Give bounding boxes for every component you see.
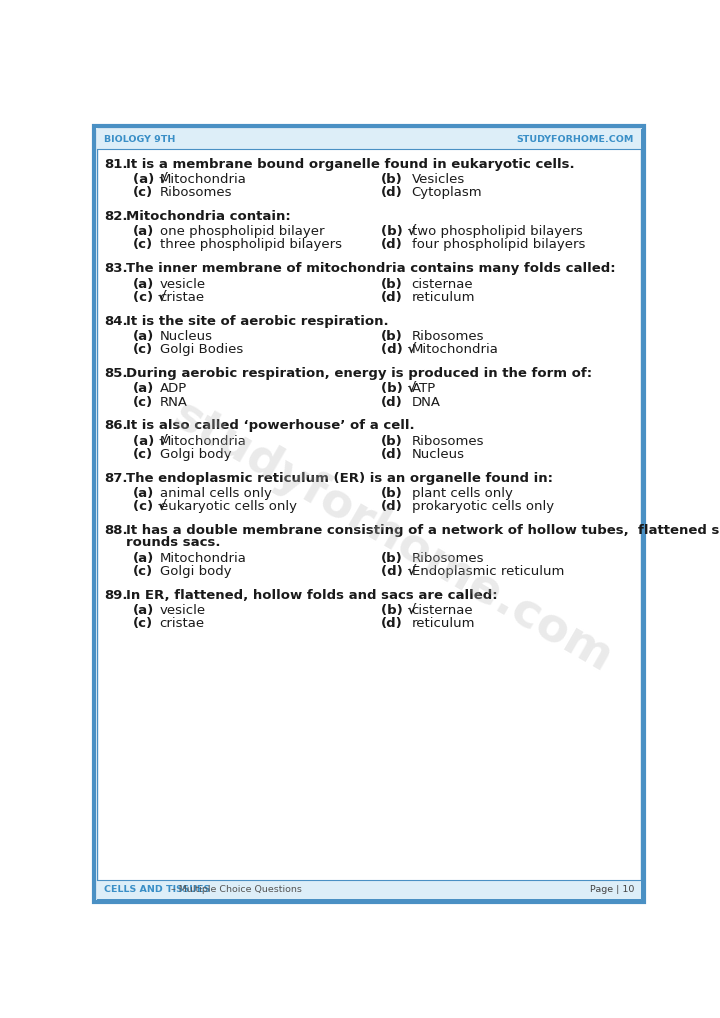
- Text: Golgi body: Golgi body: [160, 448, 231, 461]
- Text: reticulum: reticulum: [412, 617, 475, 630]
- Text: (c): (c): [132, 448, 153, 461]
- Text: cristae: cristae: [160, 617, 205, 630]
- Text: (c): (c): [132, 238, 153, 251]
- Text: Endoplasmic reticulum: Endoplasmic reticulum: [412, 565, 564, 578]
- Text: (c): (c): [132, 186, 153, 200]
- Text: animal cells only: animal cells only: [160, 488, 271, 500]
- Text: rounds sacs.: rounds sacs.: [126, 536, 220, 550]
- Text: (d): (d): [381, 500, 402, 513]
- Text: Nucleus: Nucleus: [160, 330, 212, 343]
- Text: (c): (c): [132, 396, 153, 408]
- Text: three phospholipid bilayers: three phospholipid bilayers: [160, 238, 342, 251]
- Text: (b) √: (b) √: [381, 225, 416, 238]
- Text: vesicle: vesicle: [160, 604, 206, 617]
- Text: 85.: 85.: [104, 367, 127, 380]
- Text: (d): (d): [381, 291, 402, 303]
- Text: Cytoplasm: Cytoplasm: [412, 186, 482, 200]
- Text: cristae: cristae: [160, 291, 205, 303]
- Text: Mitochondria: Mitochondria: [160, 173, 247, 186]
- Text: 86.: 86.: [104, 419, 127, 433]
- Text: Mitochondria: Mitochondria: [160, 552, 247, 565]
- Text: Ribosomes: Ribosomes: [412, 552, 484, 565]
- Text: Golgi body: Golgi body: [160, 565, 231, 578]
- Text: (d): (d): [381, 448, 402, 461]
- Text: (a) √: (a) √: [132, 173, 167, 186]
- Text: (d): (d): [381, 238, 402, 251]
- Text: (c): (c): [132, 617, 153, 630]
- Text: four phospholipid bilayers: four phospholipid bilayers: [412, 238, 585, 251]
- Text: vesicle: vesicle: [160, 278, 206, 291]
- Text: Mitochondria: Mitochondria: [412, 343, 498, 356]
- Text: Ribosomes: Ribosomes: [160, 186, 233, 200]
- Text: (c): (c): [132, 565, 153, 578]
- Text: 84.: 84.: [104, 315, 127, 328]
- Text: (b): (b): [381, 488, 402, 500]
- Text: prokaryotic cells only: prokaryotic cells only: [412, 500, 554, 513]
- Text: It is the site of aerobic respiration.: It is the site of aerobic respiration.: [126, 315, 388, 328]
- Text: 82.: 82.: [104, 210, 127, 223]
- Text: Ribosomes: Ribosomes: [412, 435, 484, 448]
- Text: (c) √: (c) √: [132, 291, 166, 303]
- Text: – Multiple Choice Questions: – Multiple Choice Questions: [168, 885, 302, 894]
- Text: 81.: 81.: [104, 158, 127, 171]
- Text: Ribosomes: Ribosomes: [412, 330, 484, 343]
- Text: (b): (b): [381, 173, 402, 186]
- Text: CELLS AND TISSUES: CELLS AND TISSUES: [104, 885, 210, 894]
- Text: BIOLOGY 9TH: BIOLOGY 9TH: [104, 134, 176, 144]
- Text: Vesicles: Vesicles: [412, 173, 465, 186]
- Bar: [97, 129, 641, 149]
- Text: (d): (d): [381, 186, 402, 200]
- Text: (b) √: (b) √: [381, 383, 416, 395]
- Text: (a): (a): [132, 225, 154, 238]
- Text: (b): (b): [381, 435, 402, 448]
- Text: The inner membrane of mitochondria contains many folds called:: The inner membrane of mitochondria conta…: [126, 263, 616, 275]
- Text: cisternae: cisternae: [412, 604, 473, 617]
- Text: studyforhome.com: studyforhome.com: [164, 393, 620, 682]
- Text: ADP: ADP: [160, 383, 187, 395]
- Text: Golgi Bodies: Golgi Bodies: [160, 343, 243, 356]
- Text: 89.: 89.: [104, 588, 127, 602]
- Text: (d) √: (d) √: [381, 565, 416, 578]
- Text: During aerobic respiration, energy is produced in the form of:: During aerobic respiration, energy is pr…: [126, 367, 592, 380]
- Text: 87.: 87.: [104, 471, 127, 485]
- Text: plant cells only: plant cells only: [412, 488, 513, 500]
- Text: (b): (b): [381, 552, 402, 565]
- Text: The endoplasmic reticulum (ER) is an organelle found in:: The endoplasmic reticulum (ER) is an org…: [126, 471, 553, 485]
- Text: ATP: ATP: [412, 383, 436, 395]
- Text: Nucleus: Nucleus: [412, 448, 464, 461]
- Bar: [97, 880, 641, 899]
- Text: (a): (a): [132, 552, 154, 565]
- Text: (b) √: (b) √: [381, 604, 416, 617]
- Text: reticulum: reticulum: [412, 291, 475, 303]
- Text: eukaryotic cells only: eukaryotic cells only: [160, 500, 297, 513]
- Text: 88.: 88.: [104, 524, 127, 538]
- Text: STUDYFORHOME.COM: STUDYFORHOME.COM: [517, 134, 634, 144]
- Text: Mitochondria contain:: Mitochondria contain:: [126, 210, 290, 223]
- Text: (d) √: (d) √: [381, 343, 416, 356]
- Text: (a): (a): [132, 604, 154, 617]
- Text: (b): (b): [381, 330, 402, 343]
- Text: It is a membrane bound organelle found in eukaryotic cells.: It is a membrane bound organelle found i…: [126, 158, 575, 171]
- Text: Page | 10: Page | 10: [590, 885, 634, 894]
- Text: 83.: 83.: [104, 263, 127, 275]
- Text: (d): (d): [381, 617, 402, 630]
- Text: It is also called ‘powerhouse’ of a cell.: It is also called ‘powerhouse’ of a cell…: [126, 419, 414, 433]
- Text: RNA: RNA: [160, 396, 188, 408]
- Text: cisternae: cisternae: [412, 278, 473, 291]
- Text: In ER, flattened, hollow folds and sacs are called:: In ER, flattened, hollow folds and sacs …: [126, 588, 498, 602]
- Text: (a) √: (a) √: [132, 435, 167, 448]
- Text: (b): (b): [381, 278, 402, 291]
- Text: (d): (d): [381, 396, 402, 408]
- Text: It has a double membrane consisting of a network of hollow tubes,  flattened she: It has a double membrane consisting of a…: [126, 524, 720, 538]
- Text: (a): (a): [132, 278, 154, 291]
- Text: one phospholipid bilayer: one phospholipid bilayer: [160, 225, 324, 238]
- Text: Mitochondria: Mitochondria: [160, 435, 247, 448]
- Text: (c): (c): [132, 343, 153, 356]
- Text: (a): (a): [132, 330, 154, 343]
- Text: DNA: DNA: [412, 396, 441, 408]
- Text: (a): (a): [132, 383, 154, 395]
- Text: (c) √: (c) √: [132, 500, 166, 513]
- Text: two phospholipid bilayers: two phospholipid bilayers: [412, 225, 582, 238]
- Text: (a): (a): [132, 488, 154, 500]
